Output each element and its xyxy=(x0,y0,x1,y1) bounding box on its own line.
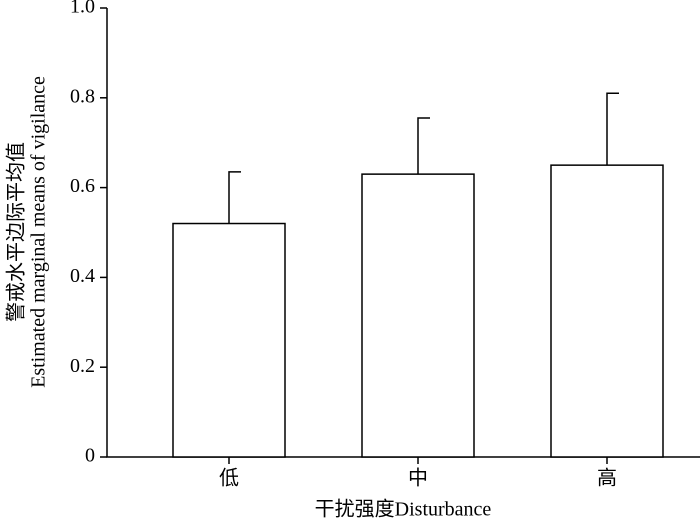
x-tick-label: 低 xyxy=(219,467,239,490)
x-tick-label: 高 xyxy=(597,467,617,490)
y-tick-label: 0.6 xyxy=(70,175,95,197)
x-axis-label: 干扰强度Disturbance xyxy=(315,498,492,521)
y-axis-label: Estimated marginal means of vigilance xyxy=(28,76,50,388)
error-bar xyxy=(606,92,619,166)
y-tick-label: 0.2 xyxy=(70,355,95,377)
y-tick-label: 0.4 xyxy=(70,265,95,287)
bar xyxy=(550,164,664,458)
y-tick-label: 0.8 xyxy=(70,85,95,107)
y-axis-label: 警戒水平边际平均值 xyxy=(5,142,28,322)
y-tick-label: 0 xyxy=(85,445,95,467)
error-bar xyxy=(417,117,430,175)
bar xyxy=(172,222,286,458)
error-bar xyxy=(228,171,241,224)
bar xyxy=(361,173,475,458)
y-tick-label: 1.0 xyxy=(70,0,95,18)
x-tick-label: 中 xyxy=(408,467,428,490)
